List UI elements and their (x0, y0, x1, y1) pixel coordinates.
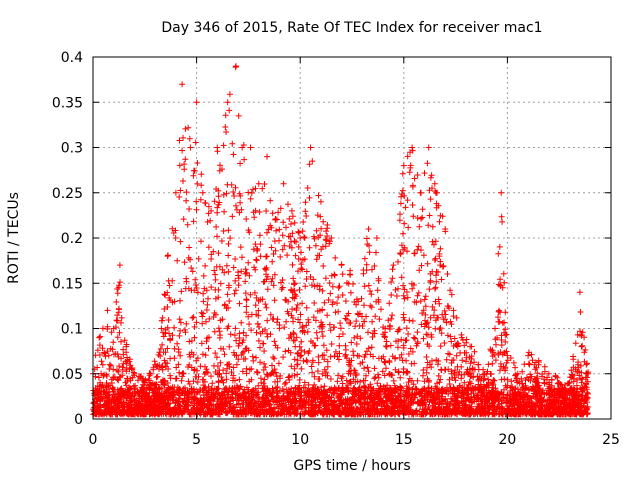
x-tick-label: 0 (89, 432, 98, 448)
x-tick-label: 25 (602, 432, 620, 448)
y-axis-label: ROTI / TECUs (6, 192, 22, 284)
y-tick-label: 0.05 (52, 367, 83, 383)
y-tick-label: 0.1 (61, 322, 83, 338)
y-tick-label: 0 (74, 412, 83, 428)
x-tick-label: 10 (291, 432, 309, 448)
x-tick-label: 20 (498, 432, 516, 448)
y-tick-label: 0.3 (61, 141, 83, 157)
y-tick-label: 0.4 (61, 50, 83, 66)
y-tick-label: 0.25 (52, 186, 83, 202)
axis-ticks: 0 0.05 0.1 0.15 0.2 0.25 0.3 0.35 0.4 0 5 10 15 20 25 (52, 50, 620, 448)
x-tick-label: 5 (192, 432, 201, 448)
data-points (90, 63, 592, 418)
x-tick-label: 15 (395, 432, 413, 448)
x-axis-label: GPS time / hours (293, 458, 410, 474)
y-tick-label: 0.35 (52, 95, 83, 111)
scatter-markers (90, 63, 592, 418)
y-tick-label: 0.15 (52, 276, 83, 292)
y-tick-label: 0.2 (61, 231, 83, 247)
chart-title: Day 346 of 2015, Rate Of TEC Index for r… (161, 20, 542, 36)
